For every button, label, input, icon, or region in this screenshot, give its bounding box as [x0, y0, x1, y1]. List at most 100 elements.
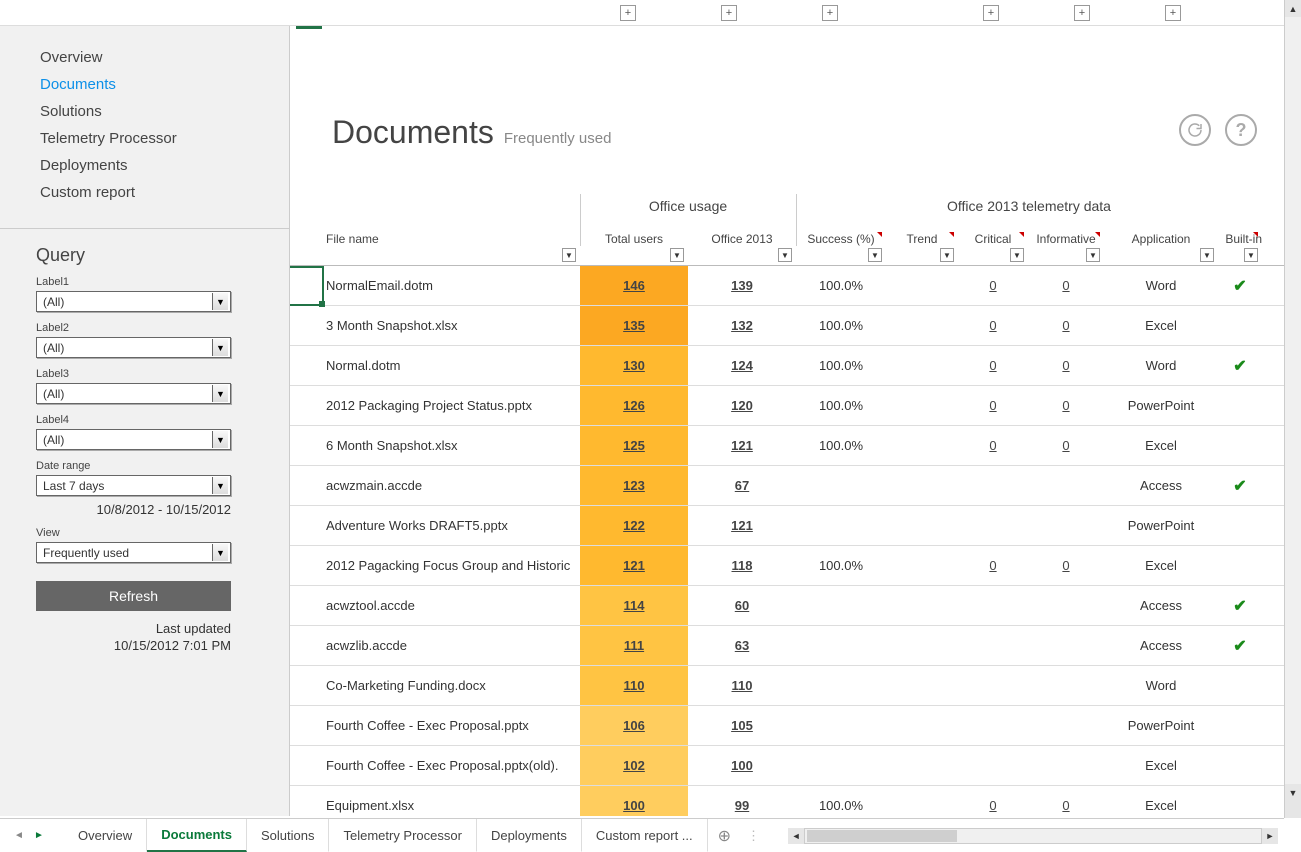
sheet-nav-next[interactable]: ►	[32, 829, 46, 843]
critical-link[interactable]: 0	[989, 798, 996, 813]
informative-link[interactable]: 0	[1062, 358, 1069, 373]
informative-link[interactable]: 0	[1062, 558, 1069, 573]
sheet-tab-overview[interactable]: Overview	[64, 819, 147, 852]
office2013-link[interactable]: 118	[732, 558, 753, 573]
nav-item-solutions[interactable]: Solutions	[0, 98, 289, 125]
refresh-icon-button[interactable]	[1179, 114, 1211, 146]
table-row[interactable]: acwzmain.accde12367Access✔	[290, 466, 1291, 506]
query-select-3[interactable]: (All)▼	[36, 383, 231, 404]
nav-item-deployments[interactable]: Deployments	[0, 152, 289, 179]
filter-button[interactable]: ▼	[1010, 248, 1024, 262]
sheet-tab-solutions[interactable]: Solutions	[247, 819, 329, 852]
scroll-right-button[interactable]: ►	[1262, 828, 1278, 844]
total-users-link[interactable]: 106	[623, 718, 645, 733]
query-select-1[interactable]: (All)▼	[36, 291, 231, 312]
critical-link[interactable]: 0	[989, 558, 996, 573]
critical-link[interactable]: 0	[989, 438, 996, 453]
total-users-link[interactable]: 130	[623, 358, 645, 373]
filter-button[interactable]: ▼	[940, 248, 954, 262]
add-sheet-button[interactable]: ⊕	[708, 819, 741, 852]
scroll-left-button[interactable]: ◄	[788, 828, 804, 844]
critical-link[interactable]: 0	[989, 358, 996, 373]
filter-button[interactable]: ▼	[670, 248, 684, 262]
filter-button[interactable]: ▼	[1200, 248, 1214, 262]
office2013-link[interactable]: 120	[731, 398, 753, 413]
office2013-link[interactable]: 121	[731, 438, 753, 453]
informative-link[interactable]: 0	[1062, 438, 1069, 453]
total-users-link[interactable]: 125	[623, 438, 645, 453]
critical-link[interactable]: 0	[989, 318, 996, 333]
nav-item-custom-report[interactable]: Custom report	[0, 179, 289, 206]
table-row[interactable]: acwzlib.accde11163Access✔	[290, 626, 1291, 666]
sheet-tab-custom-report[interactable]: Custom report ...	[582, 819, 708, 852]
filter-button[interactable]: ▼	[1086, 248, 1100, 262]
refresh-button[interactable]: Refresh	[36, 581, 231, 611]
office2013-link[interactable]: 121	[731, 518, 753, 533]
nav-item-telemetry-processor[interactable]: Telemetry Processor	[0, 125, 289, 152]
outline-expand-button[interactable]: +	[1165, 5, 1181, 21]
total-users-link[interactable]: 110	[624, 678, 645, 693]
office2013-link[interactable]: 132	[731, 318, 753, 333]
office2013-link[interactable]: 100	[731, 758, 753, 773]
sheet-tab-telemetry-processor[interactable]: Telemetry Processor	[329, 819, 476, 852]
date-range-select[interactable]: Last 7 days ▼	[36, 475, 231, 496]
total-users-link[interactable]: 146	[623, 278, 645, 293]
table-row[interactable]: 2012 Pagacking Focus Group and Historic1…	[290, 546, 1291, 586]
table-row[interactable]: acwztool.accde11460Access✔	[290, 586, 1291, 626]
table-row[interactable]: Adventure Works DRAFT5.pptx122121PowerPo…	[290, 506, 1291, 546]
table-row[interactable]: Fourth Coffee - Exec Proposal.pptx(old).…	[290, 746, 1291, 786]
vertical-scrollbar[interactable]: ▲ ▼	[1284, 0, 1301, 818]
table-row[interactable]: NormalEmail.dotm146139100.0%00Word✔	[290, 266, 1291, 306]
sheet-tab-deployments[interactable]: Deployments	[477, 819, 582, 852]
total-users-link[interactable]: 121	[623, 558, 645, 573]
outline-expand-button[interactable]: +	[721, 5, 737, 21]
outline-expand-button[interactable]: +	[983, 5, 999, 21]
table-row[interactable]: Equipment.xlsx10099100.0%00Excel	[290, 786, 1291, 816]
scrollbar-track[interactable]	[804, 828, 1262, 844]
table-row[interactable]: 2012 Packaging Project Status.pptx126120…	[290, 386, 1291, 426]
view-select[interactable]: Frequently used ▼	[36, 542, 231, 563]
informative-link[interactable]: 0	[1062, 398, 1069, 413]
table-row[interactable]: Fourth Coffee - Exec Proposal.pptx106105…	[290, 706, 1291, 746]
filter-button[interactable]: ▼	[778, 248, 792, 262]
filter-button[interactable]: ▼	[562, 248, 576, 262]
table-row[interactable]: Normal.dotm130124100.0%00Word✔	[290, 346, 1291, 386]
office2013-link[interactable]: 105	[731, 718, 753, 733]
total-users-link[interactable]: 126	[623, 398, 645, 413]
office2013-link[interactable]: 60	[735, 598, 749, 613]
scroll-up-button[interactable]: ▲	[1285, 0, 1301, 17]
office2013-link[interactable]: 124	[731, 358, 753, 373]
scrollbar-thumb[interactable]	[807, 830, 957, 842]
office2013-link[interactable]: 67	[735, 478, 749, 493]
office2013-link[interactable]: 110	[732, 678, 753, 693]
total-users-link[interactable]: 135	[623, 318, 645, 333]
total-users-link[interactable]: 123	[623, 478, 645, 493]
sheet-tab-documents[interactable]: Documents	[147, 819, 247, 852]
critical-link[interactable]: 0	[989, 278, 996, 293]
informative-link[interactable]: 0	[1062, 318, 1069, 333]
query-select-2[interactable]: (All)▼	[36, 337, 231, 358]
filter-button[interactable]: ▼	[868, 248, 882, 262]
informative-link[interactable]: 0	[1062, 798, 1069, 813]
total-users-link[interactable]: 114	[624, 598, 645, 613]
horizontal-scrollbar[interactable]: ◄ ►	[788, 828, 1278, 844]
outline-expand-button[interactable]: +	[822, 5, 838, 21]
table-row[interactable]: 6 Month Snapshot.xlsx125121100.0%00Excel	[290, 426, 1291, 466]
office2013-link[interactable]: 139	[731, 278, 753, 293]
office2013-link[interactable]: 99	[735, 798, 749, 813]
total-users-link[interactable]: 102	[623, 758, 645, 773]
total-users-link[interactable]: 100	[623, 798, 645, 813]
total-users-link[interactable]: 122	[623, 518, 645, 533]
query-select-4[interactable]: (All)▼	[36, 429, 231, 450]
nav-item-documents[interactable]: Documents	[0, 71, 289, 98]
nav-item-overview[interactable]: Overview	[0, 44, 289, 71]
help-icon-button[interactable]: ?	[1225, 114, 1257, 146]
office2013-link[interactable]: 63	[735, 638, 749, 653]
table-row[interactable]: 3 Month Snapshot.xlsx135132100.0%00Excel	[290, 306, 1291, 346]
sheet-nav-prev[interactable]: ◄	[12, 829, 26, 843]
total-users-link[interactable]: 111	[624, 638, 644, 653]
critical-link[interactable]: 0	[989, 398, 996, 413]
informative-link[interactable]: 0	[1062, 278, 1069, 293]
table-row[interactable]: Co-Marketing Funding.docx110110Word	[290, 666, 1291, 706]
outline-expand-button[interactable]: +	[1074, 5, 1090, 21]
